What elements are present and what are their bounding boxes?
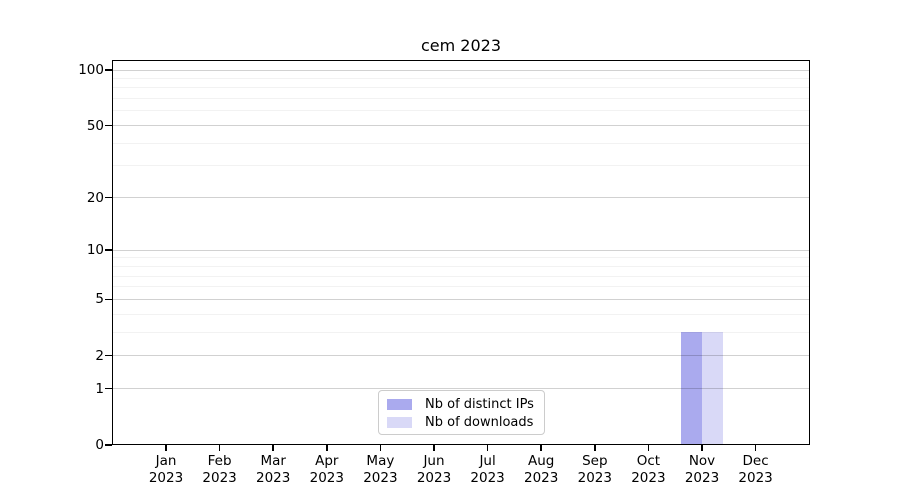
x-tick-mark-aug-2023 <box>540 445 542 451</box>
bar-nb-of-downloads-nov-2023 <box>702 332 723 445</box>
x-tick-label-line: 2023 <box>202 470 237 486</box>
y-gridline-50 <box>112 125 810 127</box>
y-gridline-minor-4 <box>112 313 810 315</box>
x-tick-label-jun-2023: Jun 2023 <box>394 453 474 487</box>
y-gridline-100 <box>112 69 810 71</box>
x-tick-mark-may-2023 <box>379 445 382 451</box>
x-tick-label-line: 2023 <box>684 470 720 486</box>
y-gridline-minor-7 <box>112 275 810 277</box>
x-tick-label-line: 2023 <box>631 470 666 486</box>
y-gridline-minor-30 <box>112 165 810 167</box>
x-tick-label-line: Jun <box>423 453 445 469</box>
y-gridline-minor-80 <box>112 87 810 89</box>
y-gridline-2 <box>112 355 810 357</box>
legend-item: Nb of downloads <box>387 414 536 432</box>
x-tick-label-line: Dec <box>742 453 769 469</box>
x-tick-mark-nov-2023 <box>701 445 703 451</box>
y-tick-mark-5 <box>105 298 112 301</box>
x-tick-label-line: May <box>366 453 395 469</box>
x-tick-label-aug-2023: Aug 2023 <box>501 453 581 487</box>
y-gridline-minor-40 <box>112 142 810 144</box>
x-tick-label-line: 2023 <box>470 470 505 486</box>
x-tick-label-line: Mar <box>260 453 286 469</box>
y-gridline-20 <box>112 197 810 199</box>
x-tick-label-line: Aug <box>528 453 555 469</box>
y-gridline-minor-3 <box>112 331 810 333</box>
x-tick-label-apr-2023: Apr 2023 <box>287 453 367 487</box>
y-gridline-minor-90 <box>112 77 810 79</box>
legend-swatch-distinct-ips <box>387 399 412 411</box>
legend-item: Nb of distinct IPs <box>387 396 536 414</box>
x-tick-label-nov-2023: Nov 2023 <box>662 453 742 487</box>
x-tick-label-mar-2023: Mar 2023 <box>233 453 313 487</box>
y-tick-label-5: 5 <box>95 291 104 308</box>
y-gridline-minor-6 <box>112 286 810 288</box>
y-tick-mark-1 <box>105 387 112 390</box>
x-tick-label-line: 2023 <box>309 470 344 486</box>
y-gridline-minor-8 <box>112 265 810 267</box>
x-tick-label-line: Apr <box>315 453 339 469</box>
x-tick-label-may-2023: May 2023 <box>340 453 420 487</box>
legend-label-distinct-ips: Nb of distinct IPs <box>425 397 534 413</box>
x-tick-label-line: 2023 <box>256 470 291 486</box>
y-gridline-minor-70 <box>112 98 810 100</box>
x-tick-label-line: Nov <box>688 453 716 469</box>
y-tick-label-10: 10 <box>86 242 104 259</box>
plot-area <box>112 60 810 445</box>
x-tick-label-oct-2023: Oct 2023 <box>608 453 688 487</box>
x-tick-mark-sep-2023 <box>594 445 596 451</box>
y-tick-mark-100 <box>105 69 112 71</box>
y-tick-mark-20 <box>105 196 112 199</box>
x-tick-label-line: Feb <box>207 453 232 469</box>
x-tick-label-line: 2023 <box>577 470 612 486</box>
y-tick-mark-50 <box>105 124 112 127</box>
x-tick-mark-jun-2023 <box>433 445 435 451</box>
x-tick-label-sep-2023: Sep 2023 <box>555 453 635 487</box>
x-tick-label-line: 2023 <box>738 470 773 486</box>
legend-label-downloads: Nb of downloads <box>425 414 534 430</box>
x-tick-label-jul-2023: Jul 2023 <box>448 453 528 487</box>
x-tick-mark-dec-2023 <box>754 445 757 451</box>
x-tick-label-line: Jan <box>155 453 177 469</box>
y-tick-label-1: 1 <box>95 380 104 397</box>
y-tick-label-100: 100 <box>78 62 104 78</box>
y-gridline-5 <box>112 298 810 300</box>
y-tick-label-2: 2 <box>95 347 104 364</box>
bar-nb-of-distinct-ips-nov-2023 <box>681 332 702 445</box>
x-tick-mark-jul-2023 <box>486 445 489 451</box>
y-gridline-1 <box>112 388 810 390</box>
x-tick-label-jan-2023: Jan 2023 <box>126 453 206 487</box>
x-tick-label-line: Sep <box>582 453 608 469</box>
x-tick-mark-jan-2023 <box>165 445 167 451</box>
x-tick-mark-mar-2023 <box>272 445 274 451</box>
legend-swatch-downloads <box>387 416 412 428</box>
x-tick-label-dec-2023: Dec 2023 <box>716 453 796 487</box>
chart-title: cem 2023 <box>420 36 502 55</box>
y-gridline-minor-60 <box>112 110 810 112</box>
x-tick-label-line: 2023 <box>416 470 452 486</box>
y-tick-label-20: 20 <box>86 189 104 206</box>
y-tick-mark-0 <box>105 444 112 446</box>
x-tick-label-line: 2023 <box>148 470 184 486</box>
x-tick-label-line: 2023 <box>524 470 559 486</box>
y-tick-label-0: 0 <box>95 437 104 453</box>
y-tick-mark-2 <box>105 354 112 357</box>
x-tick-mark-apr-2023 <box>326 445 328 451</box>
x-tick-label-line: Oct <box>636 453 661 469</box>
y-gridline-minor-9 <box>112 257 810 259</box>
legend: Nb of distinct IPs Nb of downloads <box>378 390 545 435</box>
y-tick-label-50: 50 <box>86 117 104 134</box>
x-tick-label-line: Jul <box>479 453 496 469</box>
x-tick-mark-feb-2023 <box>218 445 221 451</box>
x-tick-label-feb-2023: Feb 2023 <box>180 453 260 487</box>
x-tick-mark-oct-2023 <box>647 445 650 451</box>
y-tick-mark-10 <box>105 249 112 251</box>
y-gridline-10 <box>112 249 810 251</box>
x-tick-label-line: 2023 <box>363 470 398 486</box>
